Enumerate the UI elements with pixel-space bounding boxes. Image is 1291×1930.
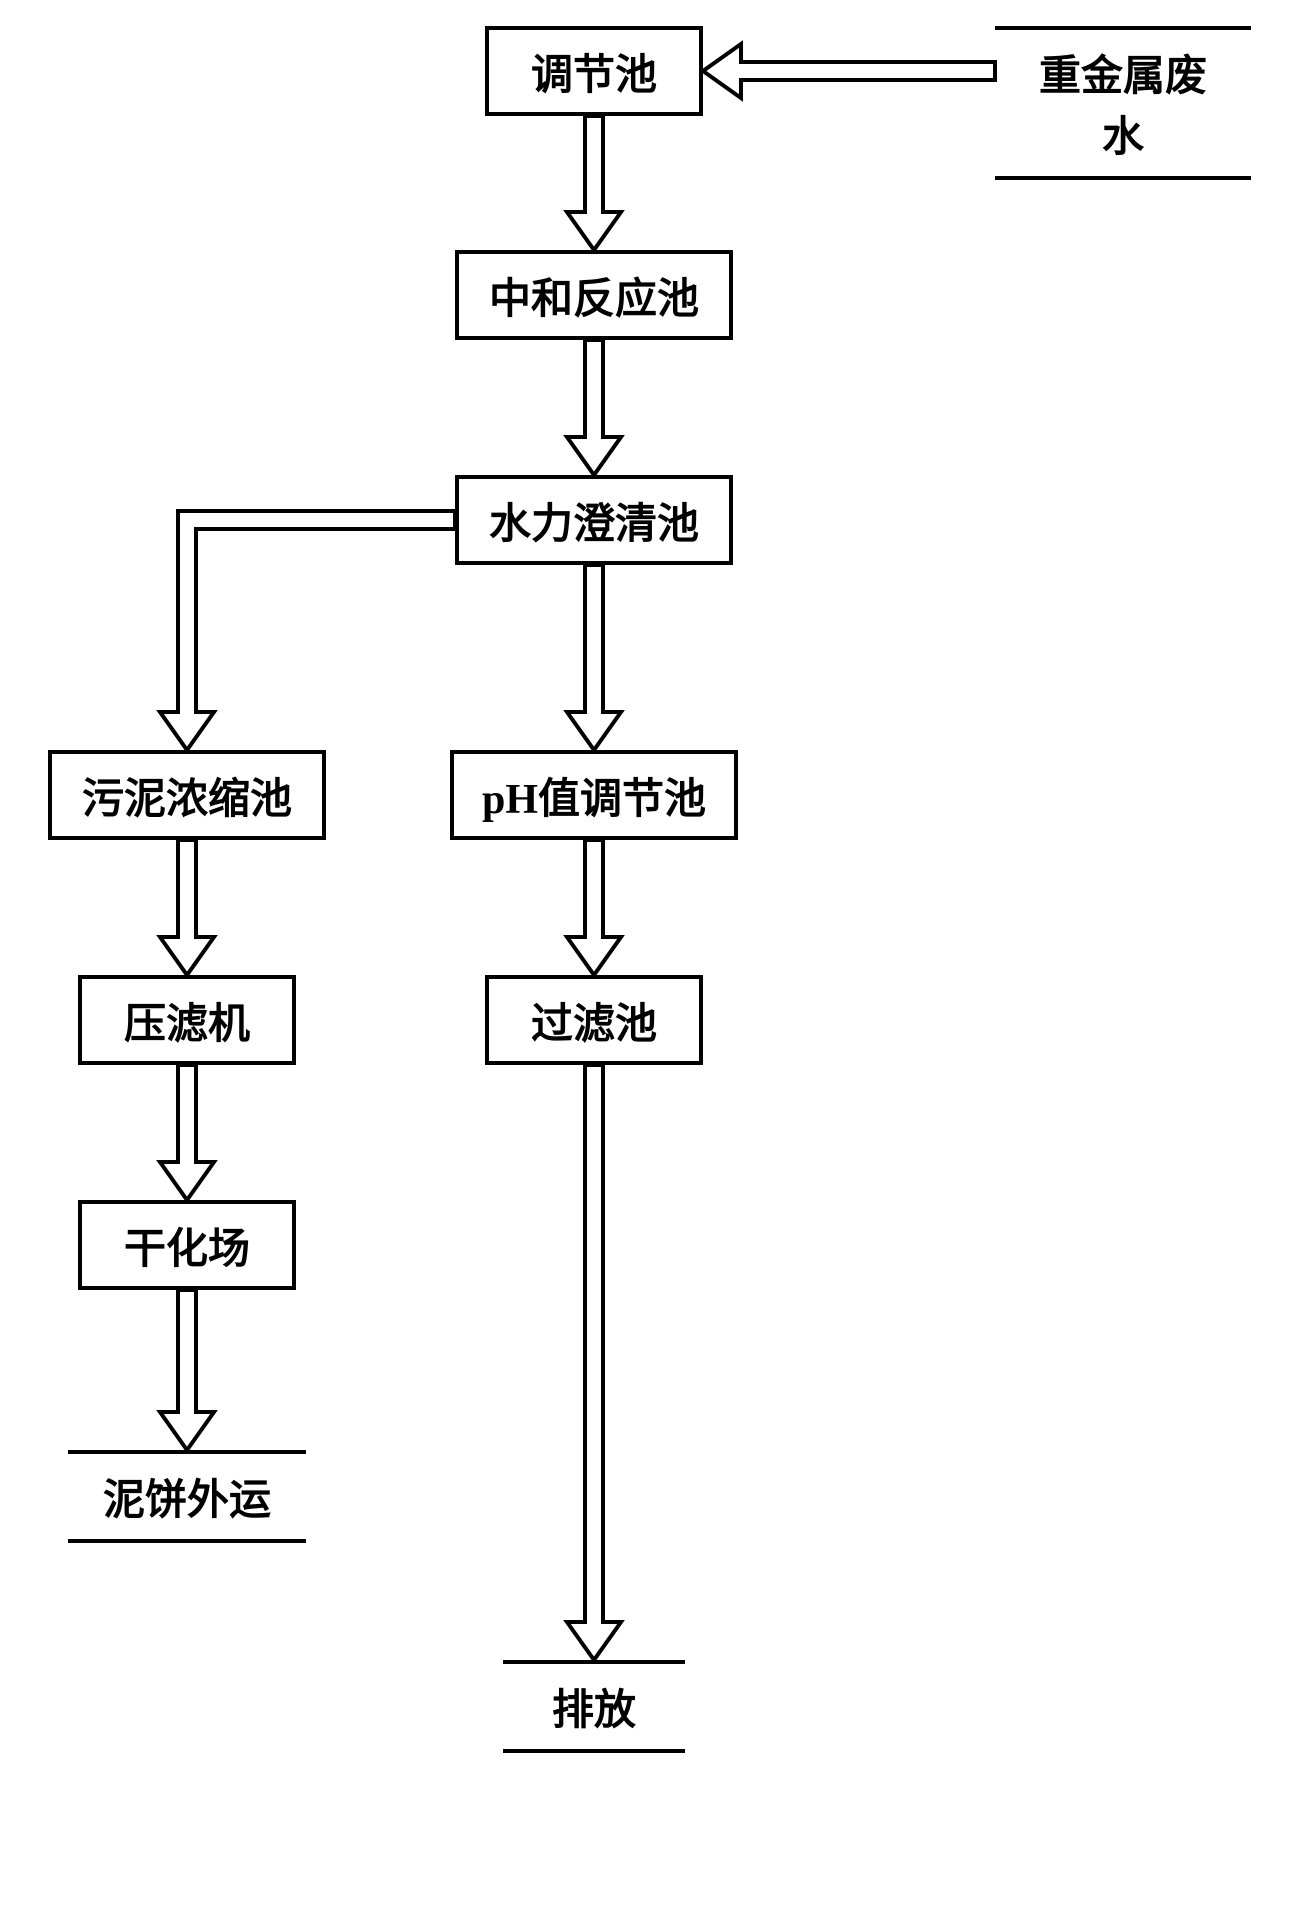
node-hydraulic-clarifier: 水力澄清池	[455, 475, 733, 565]
output-discharge: 排放	[503, 1660, 685, 1753]
output-mud-cake: 泥饼外运	[68, 1450, 306, 1543]
node-filter-press: 压滤机	[78, 975, 296, 1065]
arrow-n2-to-n3	[567, 340, 621, 475]
node-drying-field: 干化场	[78, 1200, 296, 1290]
arrow-n3-to-s1	[160, 511, 455, 750]
input-label: 重金属废水	[995, 26, 1251, 180]
node-adjustment-tank: 调节池	[485, 26, 703, 116]
node-neutralization-reaction-tank: 中和反应池	[455, 250, 733, 340]
node-ph-adjustment-tank: pH值调节池	[450, 750, 738, 840]
arrow-s1-to-s2	[160, 840, 214, 975]
arrow-n3-to-n4	[567, 565, 621, 750]
arrow-n5-to-discharge	[567, 1065, 621, 1660]
arrow-n4-to-n5	[567, 840, 621, 975]
arrow-s2-to-s3	[160, 1065, 214, 1200]
arrow-n1-to-n2	[567, 116, 621, 250]
arrow-input-to-n1	[703, 44, 995, 98]
arrow-s3-to-mudcake	[160, 1290, 214, 1450]
node-sludge-thickening-tank: 污泥浓缩池	[48, 750, 326, 840]
node-filter-tank: 过滤池	[485, 975, 703, 1065]
